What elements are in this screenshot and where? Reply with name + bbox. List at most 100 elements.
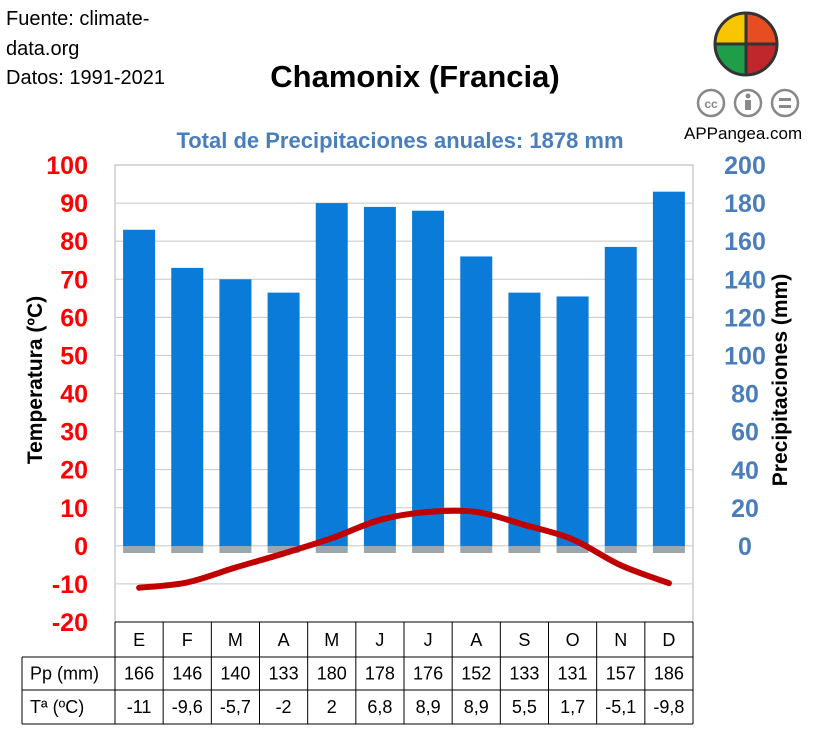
table-cell: 131: [558, 664, 588, 684]
bar-base: [412, 546, 445, 553]
month-label: A: [278, 630, 290, 650]
precipitation-tick-label: 160: [724, 228, 766, 256]
table-cell: 176: [413, 664, 443, 684]
temperature-tick-label: 60: [60, 304, 88, 332]
temperature-line: [136, 507, 672, 591]
gridlines: [115, 202, 693, 585]
temperature-tick-label: 90: [60, 190, 88, 218]
bar-base: [315, 546, 348, 553]
month-label: O: [566, 630, 580, 650]
precipitation-tick-label: 60: [731, 419, 759, 447]
temperature-tick-label: 70: [60, 266, 88, 294]
table-cell: 133: [269, 664, 299, 684]
precipitation-tick-label: 20: [731, 495, 759, 523]
table-cell: 5,5: [512, 697, 537, 717]
temperature-tick-label: 50: [60, 342, 88, 370]
table-cell: -5,1: [605, 697, 636, 717]
precipitation-bar: [460, 256, 493, 546]
precipitation-bar: [508, 292, 541, 546]
month-label: S: [518, 630, 530, 650]
table-cell: 178: [365, 664, 395, 684]
precipitation-tick-label: 200: [724, 152, 766, 180]
bar-base: [604, 546, 637, 553]
temperature-tick-label: 80: [60, 228, 88, 256]
bar-base: [556, 546, 589, 553]
bar-base: [363, 546, 396, 553]
table-cell: 157: [606, 664, 636, 684]
puzzle-logo-icon: [713, 11, 779, 77]
svg-text:cc: cc: [704, 97, 718, 111]
temperature-tick-label: -20: [52, 609, 88, 637]
bar-base: [123, 546, 156, 553]
table-cell: -9,6: [172, 697, 203, 717]
precipitation-bar: [315, 203, 348, 546]
month-label: E: [133, 630, 145, 650]
bar-base: [267, 546, 300, 553]
precipitation-bar: [171, 267, 204, 546]
precipitation-tick-label: 140: [724, 266, 766, 294]
table-cell: 2: [327, 697, 337, 717]
precipitation-tick-label: 180: [724, 190, 766, 218]
temperature-tick-label: 40: [60, 381, 88, 409]
month-label: D: [662, 630, 675, 650]
month-label: M: [228, 630, 243, 650]
temperature-tick-label: -10: [52, 571, 88, 599]
precipitation-tick-label: 80: [731, 381, 759, 409]
month-label: J: [375, 630, 384, 650]
bar-base: [171, 546, 204, 553]
data-table: E F M A M J J A S O N D Pp (mm) 166 146 140 133 180 178 176…: [21, 621, 694, 725]
precipitation-tick-label: 120: [724, 304, 766, 332]
cc-icon: cc: [696, 88, 726, 118]
table-cell: -9,8: [653, 697, 684, 717]
chart-title: Chamonix (Francia): [270, 59, 559, 94]
table-cell: -11: [127, 697, 152, 717]
table-cell: 8,9: [464, 697, 489, 717]
month-label: F: [182, 630, 193, 650]
month-label: J: [424, 630, 433, 650]
table-cell: 6,8: [367, 697, 392, 717]
table-cell: 180: [317, 664, 347, 684]
table-cell: 133: [509, 664, 539, 684]
precipitation-bar: [652, 191, 685, 547]
precipitation-bar: [412, 210, 445, 546]
precipitation-bar: [556, 296, 589, 546]
table-cell: 146: [172, 664, 202, 684]
month-label: N: [614, 630, 627, 650]
table-cell: 186: [654, 664, 684, 684]
table-row-label: Tª (ºC): [30, 697, 84, 717]
precipitation-bar: [267, 292, 300, 546]
temperature-tick-label: 100: [46, 152, 88, 180]
table-cell: 166: [124, 664, 154, 684]
month-label: M: [324, 630, 339, 650]
bar-base: [652, 546, 685, 553]
precipitation-axis-label: Precipitaciones (mm): [769, 274, 792, 486]
attribution-icon: [733, 88, 763, 118]
source-line-2: data.org: [6, 38, 80, 60]
source-line-1: Fuente: climate-: [6, 8, 150, 30]
table-cell: 152: [461, 664, 491, 684]
table-cell: -2: [276, 697, 292, 717]
precipitation-bars: [123, 191, 685, 553]
temperature-tick-label: 20: [60, 457, 88, 485]
table-cell: -5,7: [220, 697, 251, 717]
table-cell: 8,9: [416, 697, 441, 717]
precipitation-bar: [123, 229, 156, 546]
temperature-tick-label: 30: [60, 419, 88, 447]
no-derivatives-icon: [770, 88, 800, 118]
precipitation-bar: [219, 279, 252, 546]
table-cell: 140: [220, 664, 250, 684]
bar-base: [508, 546, 541, 553]
table-cell: 1,7: [560, 697, 585, 717]
bar-base: [460, 546, 493, 553]
precipitation-tick-label: 40: [731, 457, 759, 485]
precipitation-bar: [363, 206, 396, 546]
month-label: A: [470, 630, 482, 650]
bar-base: [219, 546, 252, 553]
precipitation-bar: [604, 246, 637, 547]
temperature-tick-label: 10: [60, 495, 88, 523]
table-row-label: Pp (mm): [30, 664, 99, 684]
precipitation-tick-label: 0: [738, 533, 752, 561]
